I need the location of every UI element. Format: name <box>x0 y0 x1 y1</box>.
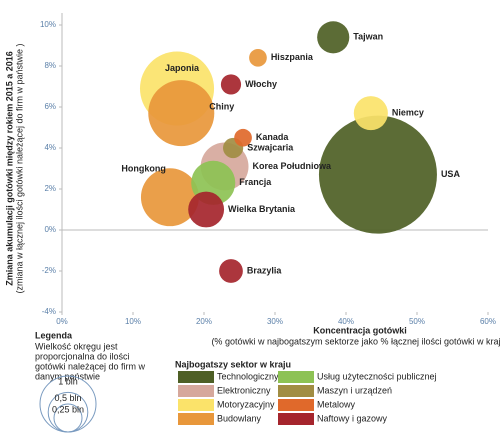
legend-label: Technologiczny <box>217 371 279 381</box>
y-tick-label: -4% <box>42 307 56 316</box>
bubble <box>234 128 252 147</box>
legend-note: proporcjonalna do ilości <box>35 351 130 361</box>
bubble-label: Wielka Brytania <box>228 204 296 214</box>
bubble-label: Japonia <box>165 63 200 73</box>
legend-label: Elektroniczny <box>217 385 271 395</box>
x-tick-label: 10% <box>125 317 141 326</box>
size-legend-circle <box>53 403 83 433</box>
bubble <box>148 80 215 147</box>
y-tick-label: 6% <box>44 102 56 111</box>
bubble <box>318 115 437 234</box>
bubble-label: Francja <box>239 177 272 187</box>
bubble <box>353 96 388 131</box>
size-legend-label: 0,25 bln <box>52 404 84 414</box>
bubble <box>188 191 225 228</box>
x-tick-label: 30% <box>267 317 283 326</box>
legend-label: Budowlany <box>217 413 262 423</box>
bubble <box>317 21 350 54</box>
x-axis-title: (% gotówki w najbogatszym sektorze jako … <box>211 336 500 346</box>
y-tick-label: 2% <box>44 184 56 193</box>
legend-label: Motoryzacyjny <box>217 399 275 409</box>
legend-label: Naftowy i gazowy <box>317 413 388 423</box>
bubble-label: Niemcy <box>392 108 424 118</box>
bubble <box>140 168 199 227</box>
sector-legend-title: Najbogatszy sektor w kraju <box>175 359 291 369</box>
x-tick-label: 40% <box>338 317 354 326</box>
x-tick-label: 20% <box>196 317 212 326</box>
bubble-label: Korea Południowa <box>253 161 333 171</box>
legend-title: Legenda <box>35 330 73 340</box>
bubble-label: Brazylia <box>247 265 283 275</box>
y-tick-label: 0% <box>44 225 56 234</box>
legend-label: Maszyn i urządzeń <box>317 385 392 395</box>
legend-swatch <box>178 371 214 383</box>
legend-note: gotówki należącej do firm w <box>35 361 146 371</box>
size-legend-label: 0,5 bln <box>54 393 81 403</box>
y-tick-label: 10% <box>40 20 56 29</box>
legend-swatch <box>178 399 214 411</box>
legend-label: Metalowy <box>317 399 356 409</box>
bubble-label: Hongkong <box>121 164 166 174</box>
legend-swatch <box>278 413 314 425</box>
legend-label: Usług użyteczności publicznej <box>317 371 437 381</box>
y-tick-label: 4% <box>44 143 56 152</box>
bubble <box>219 259 243 283</box>
y-axis-title: (zmiana w łącznej ilości gotówki należąc… <box>14 43 24 293</box>
x-tick-label: 0% <box>56 317 68 326</box>
y-tick-label: 8% <box>44 61 56 70</box>
legend-swatch <box>178 385 214 397</box>
bubble-label: Hiszpania <box>271 52 314 62</box>
bubble-label: Chiny <box>209 102 234 112</box>
bubble-label: Szwajcaria <box>247 142 294 152</box>
legend-swatch <box>278 399 314 411</box>
x-tick-label: 60% <box>480 317 496 326</box>
bubble-label: USA <box>441 169 461 179</box>
x-tick-label: 50% <box>409 317 425 326</box>
legend-swatch <box>278 385 314 397</box>
x-axis-title: Koncentracja gotówki <box>313 325 407 335</box>
y-axis-title: Zmiana akumulacji gotówki między rokiem … <box>4 51 14 286</box>
legend-swatch <box>178 413 214 425</box>
bubble-label: Tajwan <box>353 32 383 42</box>
bubble-label: Kanada <box>256 132 290 142</box>
y-tick-label: -2% <box>42 266 56 275</box>
bubble <box>249 48 267 67</box>
bubble-label: Włochy <box>245 79 277 89</box>
size-legend-label: 1 bln <box>58 376 78 386</box>
legend-swatch <box>278 371 314 383</box>
bubble <box>220 74 242 95</box>
legend-note: Wielkość okręgu jest <box>35 341 118 351</box>
